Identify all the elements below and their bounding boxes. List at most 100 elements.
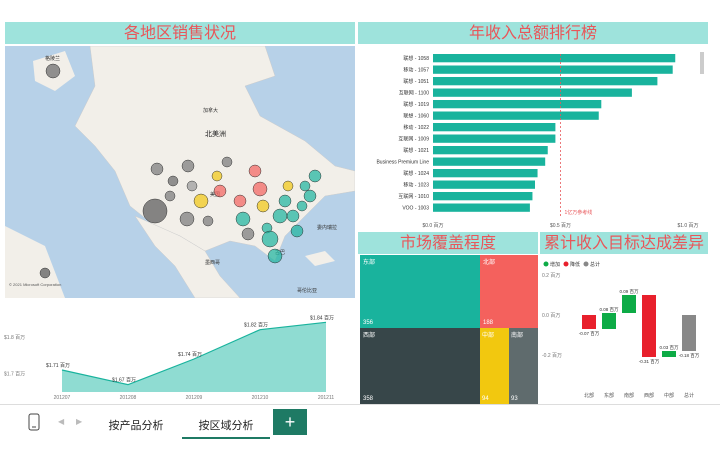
map-label-canada: 加拿大 bbox=[203, 107, 218, 114]
waterfall-bar[interactable] bbox=[602, 313, 616, 329]
waterfall-chart[interactable]: 增加 降低 总计0.2 百万0.0 百万-0.2 百万-0.07 百万北部0.08 … bbox=[540, 255, 708, 404]
bar[interactable] bbox=[433, 123, 556, 132]
bar[interactable] bbox=[433, 192, 533, 201]
waterfall-y-tick: 0.0 百万 bbox=[542, 313, 560, 319]
bar[interactable] bbox=[433, 169, 538, 178]
map-bubble[interactable] bbox=[241, 227, 255, 241]
map-bubble[interactable] bbox=[282, 180, 294, 192]
treemap-cell-south[interactable]: 南部 93 bbox=[509, 328, 538, 404]
area-x-tick: 201211 bbox=[318, 395, 335, 401]
treemap-value: 93 bbox=[511, 396, 518, 402]
map-bubble[interactable] bbox=[45, 63, 61, 79]
bar[interactable] bbox=[433, 65, 673, 74]
tab-product-analysis[interactable]: 按产品分析 bbox=[108, 419, 164, 432]
add-page-button[interactable]: + bbox=[273, 409, 307, 435]
x-tick-label: $1.0 百万 bbox=[677, 223, 698, 229]
bar-category-label: 联想 - 1024 bbox=[403, 170, 429, 177]
treemap-label: 南部 bbox=[511, 333, 524, 339]
map-bubble[interactable] bbox=[256, 199, 270, 213]
map-bubble[interactable] bbox=[296, 200, 308, 212]
bar[interactable] bbox=[433, 54, 676, 63]
tab-bar: ◀ ▶ 按产品分析 按区域分析 bbox=[0, 404, 720, 450]
bar[interactable] bbox=[433, 157, 546, 166]
map-bubble[interactable] bbox=[181, 159, 195, 173]
map-bubbles[interactable] bbox=[39, 63, 322, 279]
treemap-cell-north[interactable]: 北部 188 bbox=[480, 255, 538, 328]
bar-category-label: 互联网 - 1100 bbox=[399, 90, 429, 97]
waterfall-value-label: -0.07 百万 bbox=[579, 331, 600, 337]
waterfall-category-label: 北部 bbox=[584, 392, 594, 399]
map-label-colombia: 哥伦比亚 bbox=[297, 287, 317, 294]
map-bubble[interactable] bbox=[278, 194, 292, 208]
sales-map-title: 各地区销售状况 bbox=[5, 22, 355, 44]
bar[interactable] bbox=[433, 100, 602, 109]
treemap-value: 94 bbox=[482, 396, 489, 402]
bar-category-label: Business Premium Line bbox=[376, 160, 429, 166]
scrollbar[interactable] bbox=[700, 52, 704, 74]
map-bubble[interactable] bbox=[233, 194, 247, 208]
bar[interactable] bbox=[433, 88, 632, 97]
map-bubble[interactable] bbox=[221, 156, 233, 168]
map-bubble[interactable] bbox=[211, 170, 223, 182]
phone-icon[interactable] bbox=[28, 413, 40, 431]
area-data-label: $1.71 百万 bbox=[46, 363, 70, 369]
map-bubble[interactable] bbox=[286, 209, 300, 223]
waterfall-bar[interactable] bbox=[662, 351, 676, 357]
waterfall-value-label: -0.18 百万 bbox=[679, 353, 700, 359]
map-bubble[interactable] bbox=[213, 184, 227, 198]
treemap-cell-central[interactable]: 中部 94 bbox=[480, 328, 509, 404]
map-bubble[interactable] bbox=[252, 181, 268, 197]
bar-category-label: 联想 - 1019 bbox=[403, 101, 429, 108]
map-label-mexico: 墨西哥 bbox=[205, 260, 220, 266]
bar[interactable] bbox=[433, 77, 658, 86]
map-bubble[interactable] bbox=[248, 164, 262, 178]
prev-tab-icon[interactable]: ◀ bbox=[58, 417, 65, 426]
map-bubble[interactable] bbox=[39, 267, 51, 279]
waterfall-bar[interactable] bbox=[642, 295, 656, 357]
legend-marker bbox=[563, 261, 569, 267]
treemap-cell-east[interactable]: 东部 356 bbox=[360, 255, 480, 328]
map-bubble[interactable] bbox=[308, 169, 322, 183]
waterfall-y-tick: -0.2 百万 bbox=[542, 353, 562, 359]
bar[interactable] bbox=[433, 180, 535, 189]
sales-map[interactable]: 格陵兰 北美洲 加拿大 美国 墨西哥 古巴 委内瑞拉 哥伦比亚 © 2021 M… bbox=[5, 46, 355, 298]
map-bubble[interactable] bbox=[299, 180, 311, 192]
bar[interactable] bbox=[433, 111, 599, 120]
map-bubble[interactable] bbox=[202, 215, 214, 227]
waterfall-bar[interactable] bbox=[582, 315, 596, 329]
area-data-label: $1.67 百万 bbox=[112, 378, 136, 384]
market-treemap[interactable]: 东部 356 北部 188 西部 358 中部 94 南部 93 bbox=[360, 255, 538, 404]
waterfall-bar[interactable] bbox=[622, 295, 636, 313]
map-bubble[interactable] bbox=[261, 230, 279, 248]
area-data-label: $1.82 百万 bbox=[244, 323, 268, 329]
map-bubble[interactable] bbox=[290, 224, 304, 238]
treemap-value: 356 bbox=[363, 320, 374, 326]
map-bubble[interactable] bbox=[186, 180, 198, 192]
legend-marker bbox=[543, 261, 549, 267]
map-bubble[interactable] bbox=[267, 248, 283, 264]
area-x-tick: 201208 bbox=[120, 395, 137, 401]
map-bubble[interactable] bbox=[164, 190, 176, 202]
treemap-cell-west[interactable]: 西部 358 bbox=[360, 328, 480, 404]
map-bubble[interactable] bbox=[142, 198, 168, 224]
market-coverage-title: 市场覆盖程度 bbox=[358, 232, 538, 254]
map-bubble[interactable] bbox=[150, 162, 164, 176]
area-chart[interactable]: $1.71 百万 201207 $1.67 百万 201208 $1.74 百万 2012… bbox=[0, 300, 356, 404]
income-rank-bar-chart[interactable]: 联想 - 1058 移动 - 1057 联想 - 1051 互联网 - 1100 联想 … bbox=[358, 46, 708, 231]
next-tab-icon[interactable]: ▶ bbox=[76, 417, 83, 426]
bar-category-label: VOO - 1003 bbox=[402, 206, 429, 212]
map-bubble[interactable] bbox=[179, 211, 195, 227]
bar[interactable] bbox=[433, 134, 556, 143]
map-bubble[interactable] bbox=[235, 211, 251, 227]
tab-region-analysis[interactable]: 按区域分析 bbox=[182, 413, 270, 439]
area-line bbox=[61, 321, 327, 386]
map-bubble[interactable] bbox=[167, 175, 179, 187]
area-fill bbox=[62, 322, 326, 392]
treemap-label: 东部 bbox=[363, 260, 376, 266]
bar[interactable] bbox=[433, 146, 548, 155]
map-bubble[interactable] bbox=[272, 208, 288, 224]
bar[interactable] bbox=[433, 203, 530, 212]
map-bubble[interactable] bbox=[193, 193, 209, 209]
map-bubble[interactable] bbox=[303, 189, 317, 203]
waterfall-bar[interactable] bbox=[682, 315, 696, 351]
